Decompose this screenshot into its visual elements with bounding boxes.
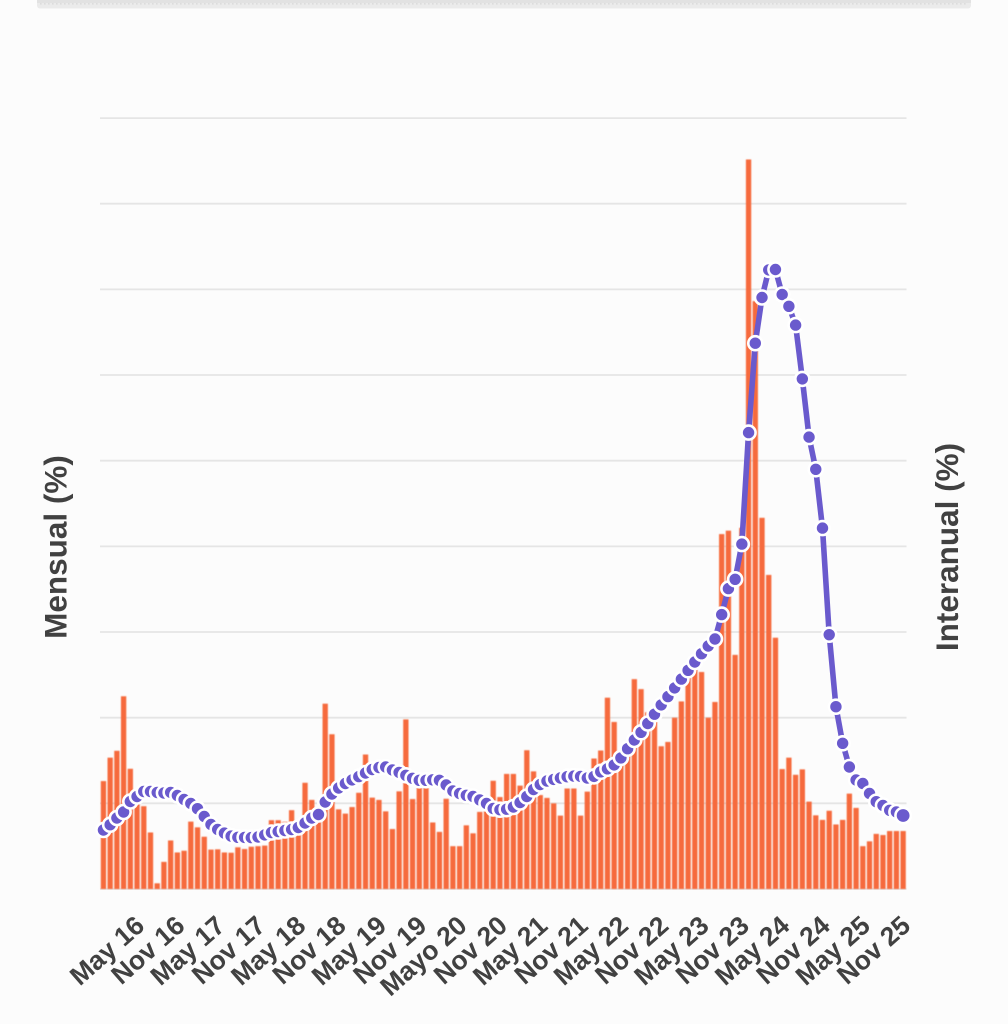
svg-text:Mensual (%): Mensual (%)	[38, 455, 74, 639]
svg-text:Interanual (%): Interanual (%)	[929, 443, 965, 651]
